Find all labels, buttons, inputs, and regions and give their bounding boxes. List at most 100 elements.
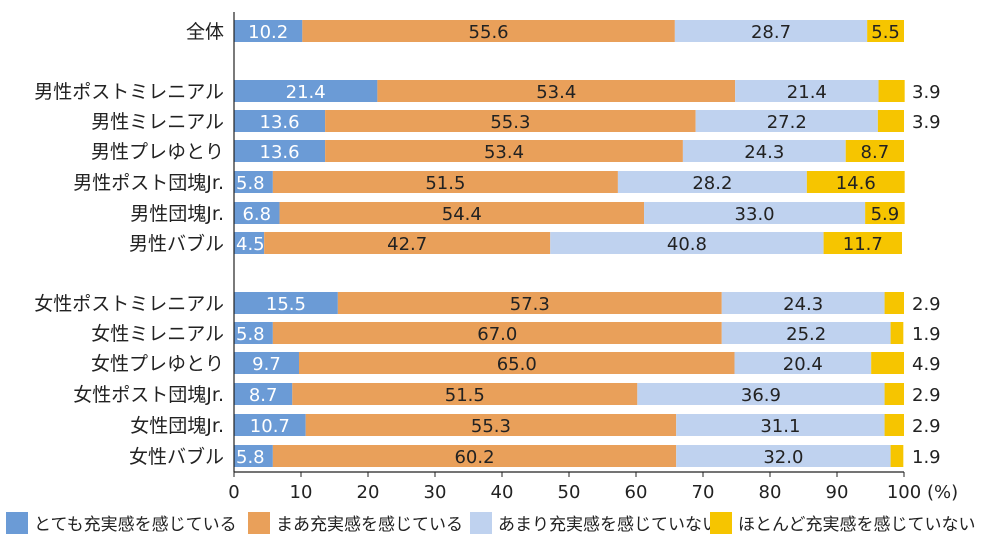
data-label: 31.1 xyxy=(760,416,800,437)
data-label: 42.7 xyxy=(387,234,427,255)
legend-swatch xyxy=(710,511,732,534)
bar-segment xyxy=(234,322,273,344)
data-label: 65.0 xyxy=(497,354,537,375)
category-label: 女性ミレニアル xyxy=(91,323,224,345)
x-tick-label: 0 xyxy=(228,482,239,503)
bar-segment xyxy=(234,202,280,224)
category-label: 男性ポストミレニアル xyxy=(34,81,224,103)
data-label: 5.8 xyxy=(236,173,265,194)
legend-swatch xyxy=(6,511,28,534)
bar-segment xyxy=(272,171,618,193)
bar-segment xyxy=(695,110,878,132)
data-label: 10.2 xyxy=(248,22,288,43)
data-label: 60.2 xyxy=(454,447,494,468)
data-label: 4.9 xyxy=(912,354,941,375)
data-label: 2.9 xyxy=(912,416,941,437)
category-label: 男性ポスト団塊Jr. xyxy=(73,172,224,194)
bar-segment xyxy=(234,110,326,132)
data-label: 5.8 xyxy=(236,324,265,345)
bar-segment xyxy=(735,80,879,102)
data-label: 13.6 xyxy=(260,142,300,163)
bar-segment xyxy=(884,383,904,405)
bar-segment xyxy=(865,202,905,224)
data-label: 3.9 xyxy=(912,82,941,103)
data-label: 15.5 xyxy=(266,294,306,315)
legend-label: あまり充実感を感じていない xyxy=(498,515,719,535)
x-tick-label: 40 xyxy=(491,482,514,503)
bar-segment xyxy=(871,352,904,374)
x-tick-label: 10 xyxy=(290,482,313,503)
legend-swatch xyxy=(470,511,492,534)
bar-segment xyxy=(806,171,905,193)
bar-segment xyxy=(878,80,905,102)
bar-segment xyxy=(377,80,736,102)
data-label: 21.4 xyxy=(286,82,326,103)
data-label: 55.3 xyxy=(471,416,511,437)
bar-segment xyxy=(272,322,722,344)
data-label: 14.6 xyxy=(836,173,876,194)
bar-segment xyxy=(550,232,824,254)
data-label: 20.4 xyxy=(783,354,823,375)
data-label: 13.6 xyxy=(260,112,300,133)
bar-segment xyxy=(845,140,904,162)
data-label: 9.7 xyxy=(252,354,281,375)
data-label: 21.4 xyxy=(787,82,827,103)
bar-segment xyxy=(279,202,645,224)
bar-segment xyxy=(234,383,293,405)
bar-segment xyxy=(264,232,551,254)
data-label: 3.9 xyxy=(912,112,941,133)
bar-segment xyxy=(302,20,675,42)
data-label: 8.7 xyxy=(861,142,890,163)
bar-segment xyxy=(674,20,868,42)
data-label: 36.9 xyxy=(741,385,781,406)
x-tick-label: 80 xyxy=(759,482,782,503)
bar-segment xyxy=(644,202,866,224)
bar-segment xyxy=(637,383,885,405)
bar-segment xyxy=(234,80,378,102)
data-label: 28.7 xyxy=(751,22,791,43)
category-label: 全体 xyxy=(186,21,224,43)
category-label: 女性ポスト団塊Jr. xyxy=(73,384,224,406)
category-label: 男性バブル xyxy=(129,232,224,255)
data-label: 32.0 xyxy=(763,447,803,468)
data-label: 2.9 xyxy=(912,294,941,315)
data-label: 1.9 xyxy=(912,324,941,345)
bar-segment xyxy=(234,140,326,162)
x-tick-label: 90 xyxy=(826,482,849,503)
category-label: 男性ミレニアル xyxy=(91,111,224,133)
bar-segment xyxy=(325,140,683,162)
data-label: 24.3 xyxy=(783,294,823,315)
data-label: 27.2 xyxy=(767,112,807,133)
data-label: 53.4 xyxy=(484,142,524,163)
legend-item-very: とても充実感を感じている xyxy=(6,510,237,535)
data-label: 24.3 xyxy=(744,142,784,163)
x-tick-label: 50 xyxy=(558,482,581,503)
data-label: 55.6 xyxy=(469,22,509,43)
bar-segment xyxy=(682,140,846,162)
bar-segment xyxy=(890,445,904,467)
bar-segment xyxy=(337,292,722,314)
bar-segment xyxy=(234,232,265,254)
legend-swatch xyxy=(248,511,270,534)
bar-segment xyxy=(234,445,273,467)
data-label: 1.9 xyxy=(912,447,941,468)
legend-label: とても充実感を感じている xyxy=(34,515,237,535)
data-label: 5.9 xyxy=(871,204,900,225)
data-label: 5.5 xyxy=(871,22,900,43)
category-label: 女性プレゆとり xyxy=(91,353,224,375)
category-label: 男性団塊Jr. xyxy=(130,203,224,225)
data-label: 57.3 xyxy=(510,294,550,315)
data-label: 28.2 xyxy=(692,173,732,194)
data-label: 53.4 xyxy=(536,82,576,103)
bar-segment xyxy=(617,171,807,193)
bar-segment xyxy=(721,322,891,344)
data-label: 11.7 xyxy=(843,234,883,255)
bar-segment xyxy=(884,292,904,314)
bar-segment xyxy=(823,232,902,254)
data-label: 5.8 xyxy=(236,447,265,468)
bar-segment xyxy=(721,292,885,314)
bar-segment xyxy=(890,322,904,344)
bar-segment xyxy=(234,20,303,42)
data-label: 51.5 xyxy=(425,173,465,194)
data-label: 67.0 xyxy=(477,324,517,345)
